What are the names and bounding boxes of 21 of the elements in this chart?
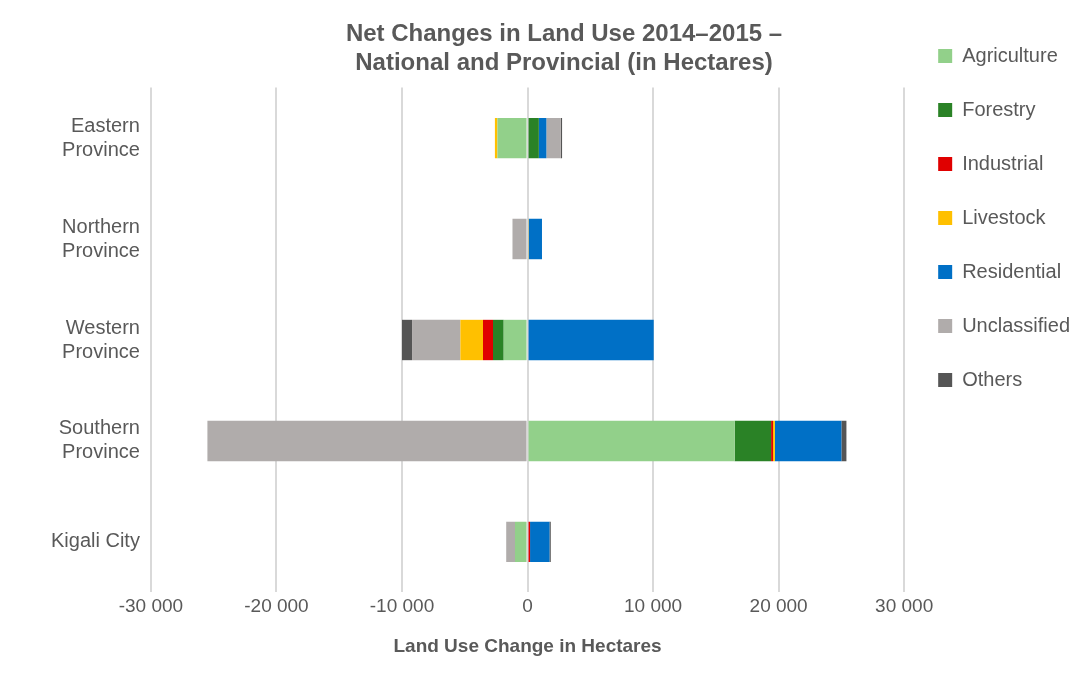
legend-label: Agriculture	[962, 43, 1058, 66]
legend-label: Others	[962, 367, 1023, 390]
x-tick-label: 10 000	[624, 595, 683, 617]
y-tick-label: Eastern Province	[62, 113, 140, 160]
y-tick-label: Western Province	[62, 315, 140, 362]
legend-label: Industrial	[962, 151, 1044, 174]
legend-label: Forestry	[962, 97, 1036, 120]
legend-label: Unclassified	[962, 313, 1071, 336]
y-tick-label: Northern Province	[62, 214, 140, 261]
x-tick-label: 30 000	[875, 595, 934, 617]
x-tick-label: 0	[522, 595, 533, 617]
x-tick-label: -10 000	[369, 595, 435, 617]
x-tick-label: -30 000	[118, 595, 184, 617]
chart-title: Net Changes in Land Use 2014–2015 – National and Provincial (in Hectares)	[345, 19, 783, 75]
legend-label: Residential	[962, 259, 1062, 282]
x-tick-label: -20 000	[244, 595, 309, 617]
x-axis-title: Land Use Change in Hectares	[393, 634, 662, 656]
y-tick-label: Southern Province	[58, 416, 140, 463]
legend-label: Livestock	[962, 205, 1047, 228]
y-tick-label: Kigali City	[50, 529, 140, 552]
x-tick-label: 20 000	[749, 595, 808, 617]
